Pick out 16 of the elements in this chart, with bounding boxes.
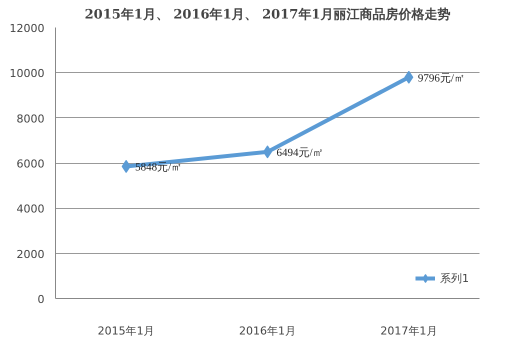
y-tick-label: 4000 — [16, 202, 45, 216]
y-tick-label: 0 — [38, 293, 44, 306]
x-tick-label: 2017年1月 — [380, 324, 438, 338]
y-tick-label: 10000 — [10, 67, 45, 80]
y-tick-label: 6000 — [16, 158, 45, 170]
legend-label: 系列1 — [440, 270, 469, 286]
data-label: 6494元/㎡ — [276, 146, 324, 159]
chart-title: 2015年1月、 2016年1月、 2017年1月丽江商品房价格走势 — [84, 6, 450, 22]
y-tick-label: 2000 — [16, 248, 45, 261]
point — [122, 160, 131, 173]
x-tick-label: 2016年1月 — [239, 324, 296, 338]
y-tick-label: 12000 — [10, 22, 45, 35]
y-tick-label: 8000 — [16, 112, 45, 126]
data-label: 9796元/㎡ — [418, 72, 465, 84]
x-tick-label: 2015年1月 — [98, 324, 155, 338]
point — [404, 70, 414, 84]
